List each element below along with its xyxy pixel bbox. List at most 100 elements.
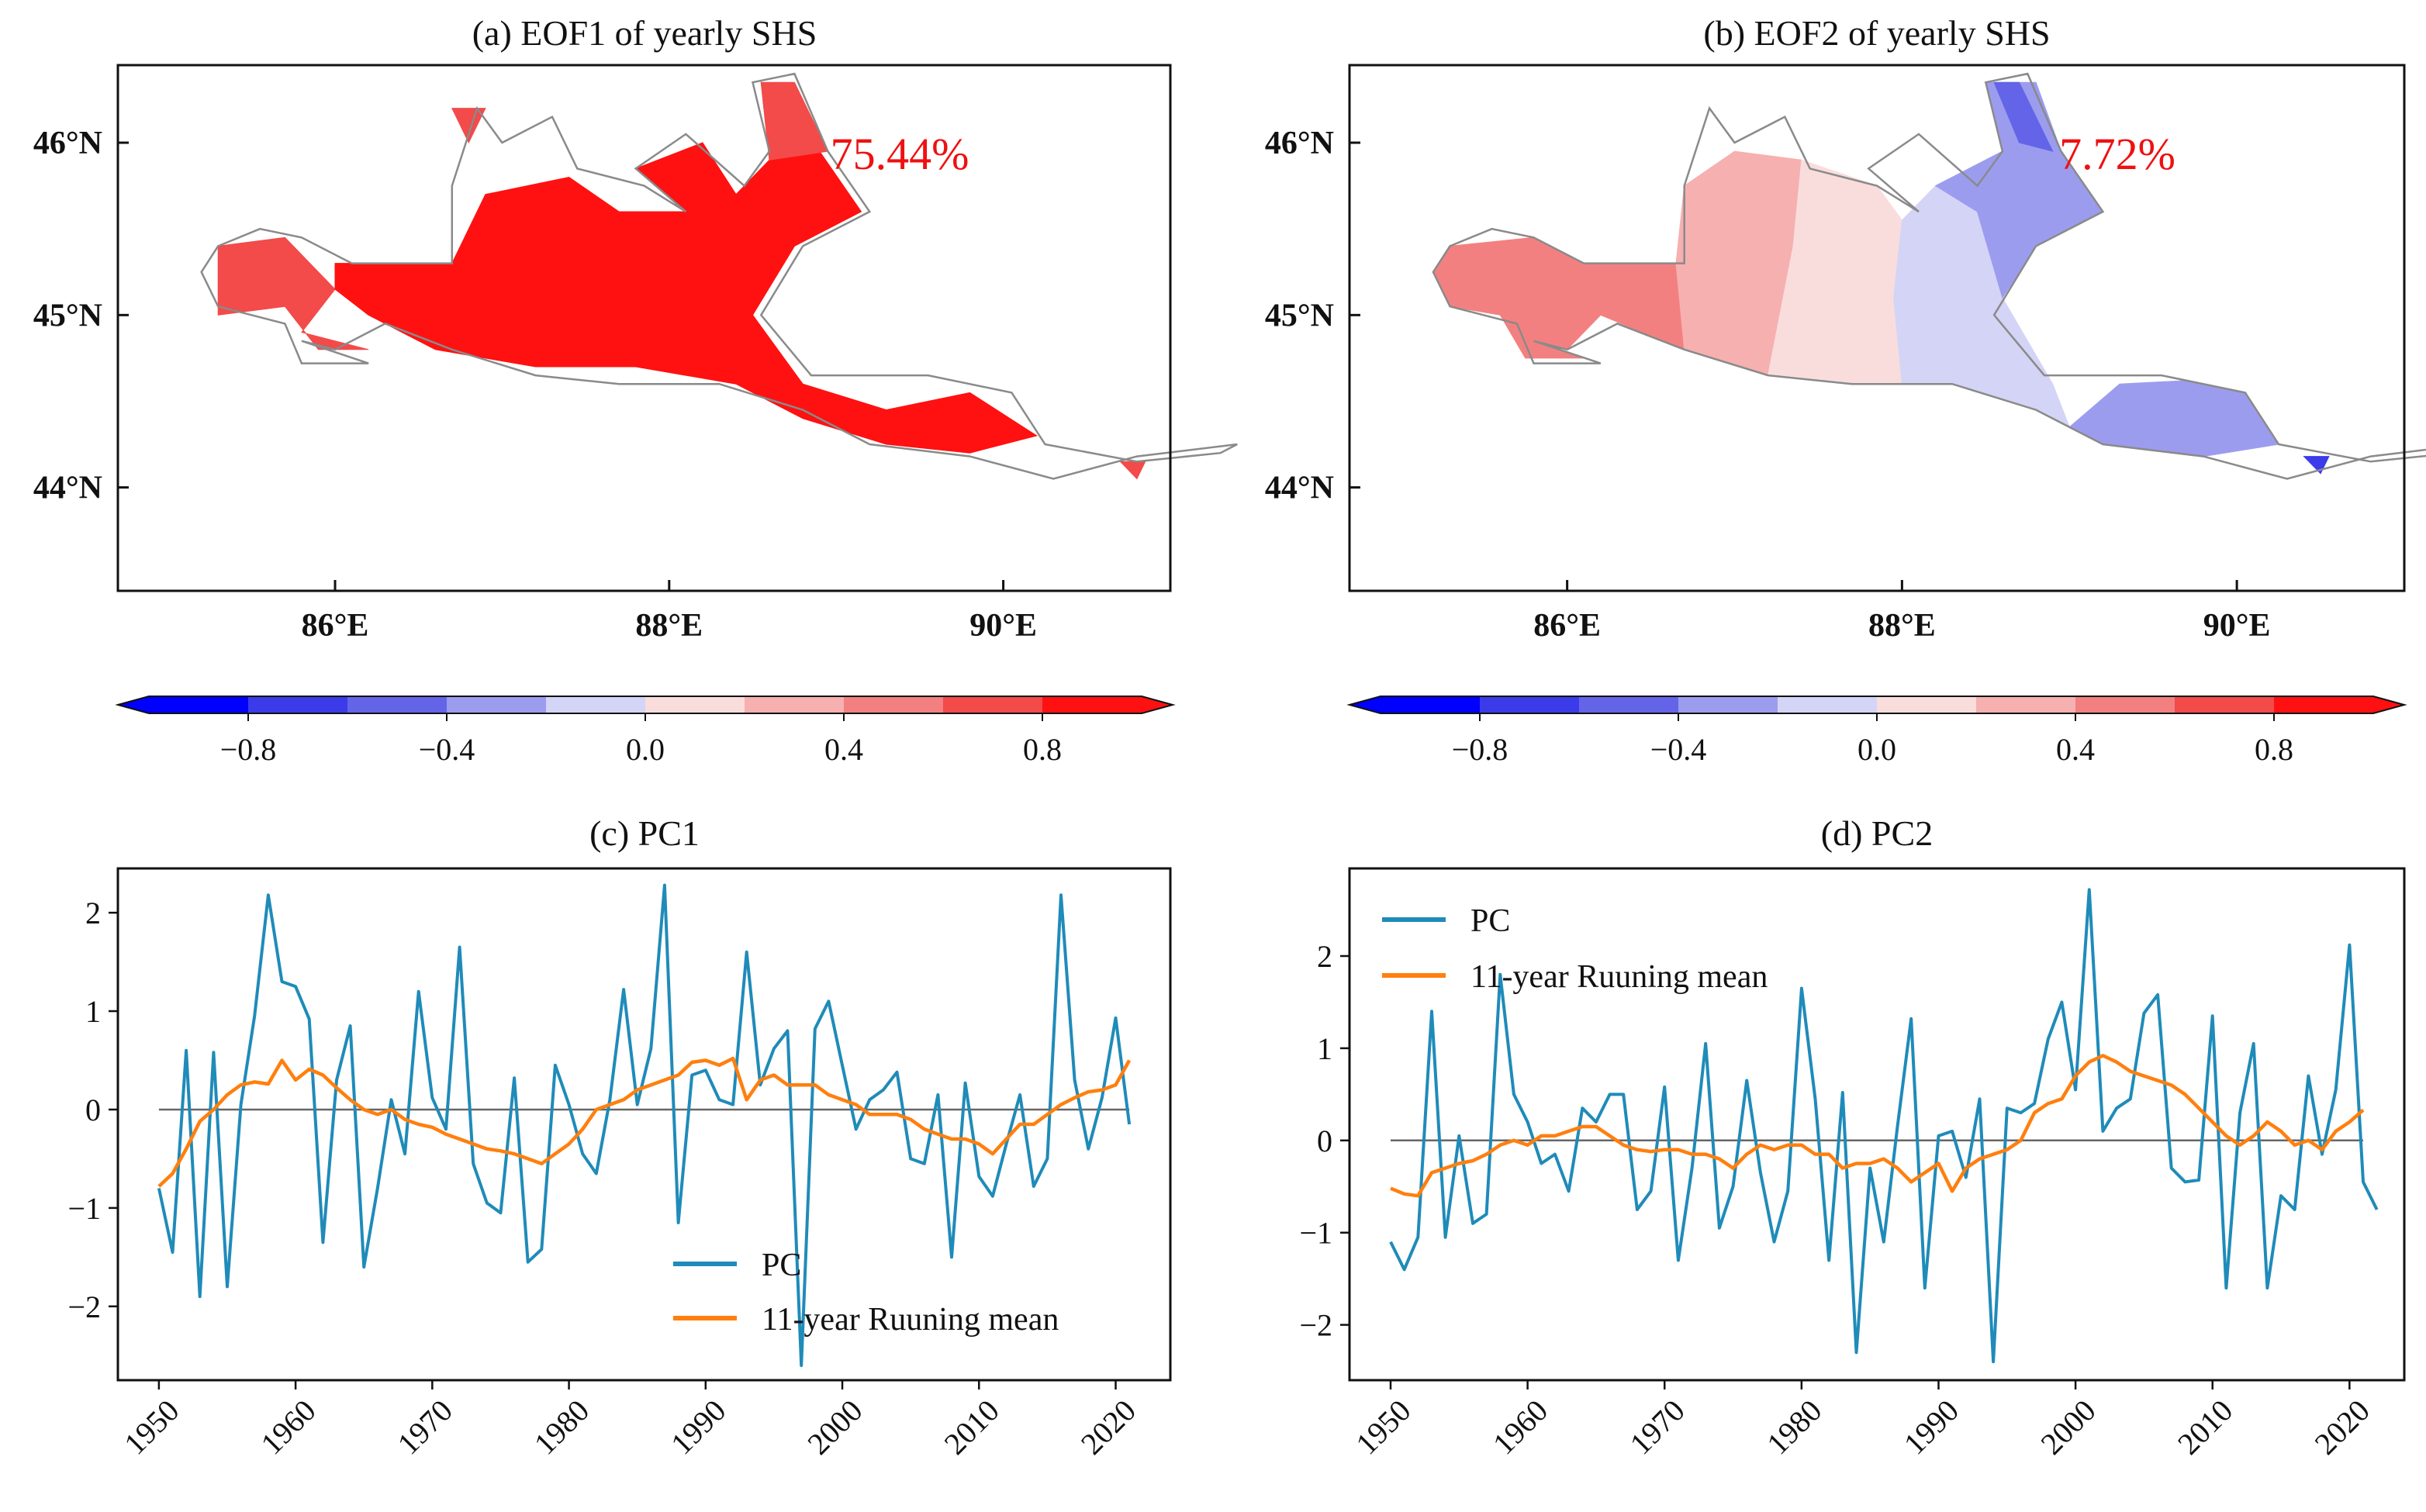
eof1-colorbar-swatch <box>447 696 547 713</box>
eof1-colorbar-swatch <box>1042 696 1142 713</box>
eof1-colorbar-swatch <box>943 696 1043 713</box>
eof1-ytick-label: 45°N <box>33 298 102 333</box>
pc2-legend-pc-label: PC <box>1470 903 1510 939</box>
eof2-colorbar-tick-label: 0.4 <box>2056 732 2095 767</box>
eof2-colorbar-swatch <box>1678 696 1778 713</box>
eof1-colorbar-tick-label: −0.8 <box>220 732 277 767</box>
eof2-title: (b) EOF2 of yearly SHS <box>1703 13 2050 53</box>
pc1-legend-pc-label: PC <box>762 1248 801 1283</box>
eof1-colorbar-low-extend <box>118 696 149 713</box>
pc1-pc-line <box>157 883 1132 1367</box>
eof2-ytick-label: 45°N <box>1265 298 1334 333</box>
pc2-legend-mean-label: 11-year Ruuning mean <box>1470 959 1768 995</box>
eof1-region-1 <box>334 81 1038 454</box>
pc1-xtick-label: 2000 <box>800 1393 869 1461</box>
eof2-colorbar-swatch <box>1778 696 1878 713</box>
eof1-colorbar-tick-label: 0.4 <box>824 732 863 767</box>
eof2-colorbar-high-extend <box>2373 696 2404 713</box>
eof1-variance-label: 75.44% <box>831 129 969 179</box>
pc2-xtick-label: 1980 <box>1760 1393 1828 1461</box>
pc2-pc-line <box>1389 888 2379 1364</box>
eof2-colorbar-tick-label: −0.8 <box>1452 732 1508 767</box>
pc2-legend: PC 11-year Ruuning mean <box>1382 903 1768 995</box>
eof2-ytick-label: 46°N <box>1265 126 1334 161</box>
eof1-colorbar-swatch <box>248 696 348 713</box>
eof2-region-5 <box>2068 380 2279 457</box>
eof1-colorbar-swatch <box>149 696 249 713</box>
eof1-colorbar-swatch <box>745 696 845 713</box>
eof2-xtick-label: 90°E <box>2203 608 2271 644</box>
eof1-map <box>200 72 1238 480</box>
eof1-ytick-label: 46°N <box>33 126 102 161</box>
eof2-variance-label: 7.72% <box>2059 129 2175 179</box>
pc1-xtick-label: 1950 <box>117 1393 185 1461</box>
eof2-panel: (b) EOF2 of yearly SHS 7.72% 86°E 88°E 90°… <box>1265 13 2426 644</box>
pc1-xtick-label: 1980 <box>527 1393 596 1461</box>
eof1-basin-outline <box>200 72 1238 480</box>
pc1-title: (c) PC1 <box>589 813 700 853</box>
pc2-xtick-label: 2020 <box>2308 1393 2376 1461</box>
eof1-colorbar-swatch <box>546 696 646 713</box>
eof2-region-0 <box>1432 236 1685 359</box>
pc2-frame <box>1348 867 2406 1382</box>
pc1-xtick-label: 1960 <box>254 1393 322 1461</box>
eof1-ytick-label: 44°N <box>33 471 102 506</box>
pc1-ytick-label: 1 <box>85 994 101 1029</box>
eof2-colorbar-tick-label: 0.0 <box>1858 732 1896 767</box>
eof1-xtick-label: 88°E <box>635 608 703 644</box>
pc1-panel: (c) PC1 1950 1960 1970 1980 1990 2000 2010 2020… <box>67 813 1172 1462</box>
pc1-xtick-label: 2010 <box>938 1393 1006 1461</box>
pc2-ytick-label: −2 <box>1299 1308 1332 1343</box>
eof1-colorbar-tick-label: 0.8 <box>1023 732 1062 767</box>
eof2-colorbar-low-extend <box>1350 696 1381 713</box>
pc1-legend-mean-label: 11-year Ruuning mean <box>762 1302 1059 1338</box>
eof2-colorbar-swatch <box>1976 696 2076 713</box>
pc1-ytick-label: 0 <box>85 1093 101 1127</box>
eof2-basin-outline <box>1432 72 2426 480</box>
eof1-colorbar-swatch <box>347 696 448 713</box>
pc2-title: (d) PC2 <box>1821 813 1933 853</box>
eof1-xtick-label: 90°E <box>969 608 1037 644</box>
eof1-region-3 <box>451 108 486 144</box>
pc1-running-mean-line <box>157 1056 1132 1188</box>
pc1-xtick-label: 1970 <box>391 1393 459 1461</box>
pc2-running-mean-line <box>1390 1054 2365 1198</box>
eof2-ytick-label: 44°N <box>1265 471 1334 506</box>
pc2-xtick-label: 1970 <box>1623 1393 1691 1461</box>
pc1-xtick-label: 2020 <box>1074 1393 1142 1461</box>
pc2-plot: 1950 1960 1970 1980 1990 2000 2010 2020 2 1 0 −1 −2 <box>1299 888 2379 1462</box>
eof2-frame <box>1348 64 2406 592</box>
eof2-colorbar-swatch <box>1579 696 1679 713</box>
pc2-ytick-label: 0 <box>1317 1124 1332 1158</box>
eof2-colorbar-swatch <box>2274 696 2374 713</box>
eof1-region-2 <box>760 81 829 161</box>
eof2-xtick-label: 88°E <box>1868 608 1936 644</box>
eof1-xtick-label: 86°E <box>302 608 369 644</box>
eof1-colorbar: −0.8 −0.4 0.0 0.4 0.8 <box>115 696 1176 767</box>
eof2-colorbar-swatch <box>1480 696 1580 713</box>
eof2-colorbar-tick-label: 0.8 <box>2255 732 2293 767</box>
eof2-xtick-label: 86°E <box>1533 608 1601 644</box>
eof1-frame <box>116 64 1172 592</box>
eof1-colorbar-tick-label: 0.0 <box>626 732 665 767</box>
pc2-xtick-label: 1990 <box>1897 1393 1965 1461</box>
pc2-xtick-label: 2010 <box>2171 1393 2239 1461</box>
eof2-colorbar-swatch <box>2075 696 2175 713</box>
pc1-legend: PC 11-year Ruuning mean <box>673 1248 1059 1338</box>
pc1-xtick-label: 1990 <box>664 1393 732 1461</box>
eof2-region-6 <box>1993 81 2054 152</box>
eof1-colorbar-swatch <box>844 696 944 713</box>
eof2-colorbar-tick-label: −0.4 <box>1650 732 1707 767</box>
pc1-frame <box>116 867 1172 1382</box>
pc2-panel: (d) PC2 1950 1960 1970 1980 1990 2000 2010 2020… <box>1299 813 2406 1462</box>
eof2-colorbar-swatch <box>1877 696 1977 713</box>
pc1-ytick-label: −2 <box>67 1289 101 1324</box>
pc1-plot: 1950 1960 1970 1980 1990 2000 2010 2020 2 1 0 −1 −2 <box>67 883 1142 1462</box>
eof1-axes: 86°E 88°E 90°E 46°N 45°N 44°N <box>33 126 1037 644</box>
pc2-xtick-label: 1950 <box>1349 1393 1417 1461</box>
pc2-ytick-label: 1 <box>1317 1031 1332 1066</box>
eof1-panel: (a) EOF1 of yearly SHS 75.44% 86°E 88°E 90… <box>33 13 1238 644</box>
eof1-region-4 <box>1119 461 1146 480</box>
pc1-ytick-label: 2 <box>85 896 101 930</box>
